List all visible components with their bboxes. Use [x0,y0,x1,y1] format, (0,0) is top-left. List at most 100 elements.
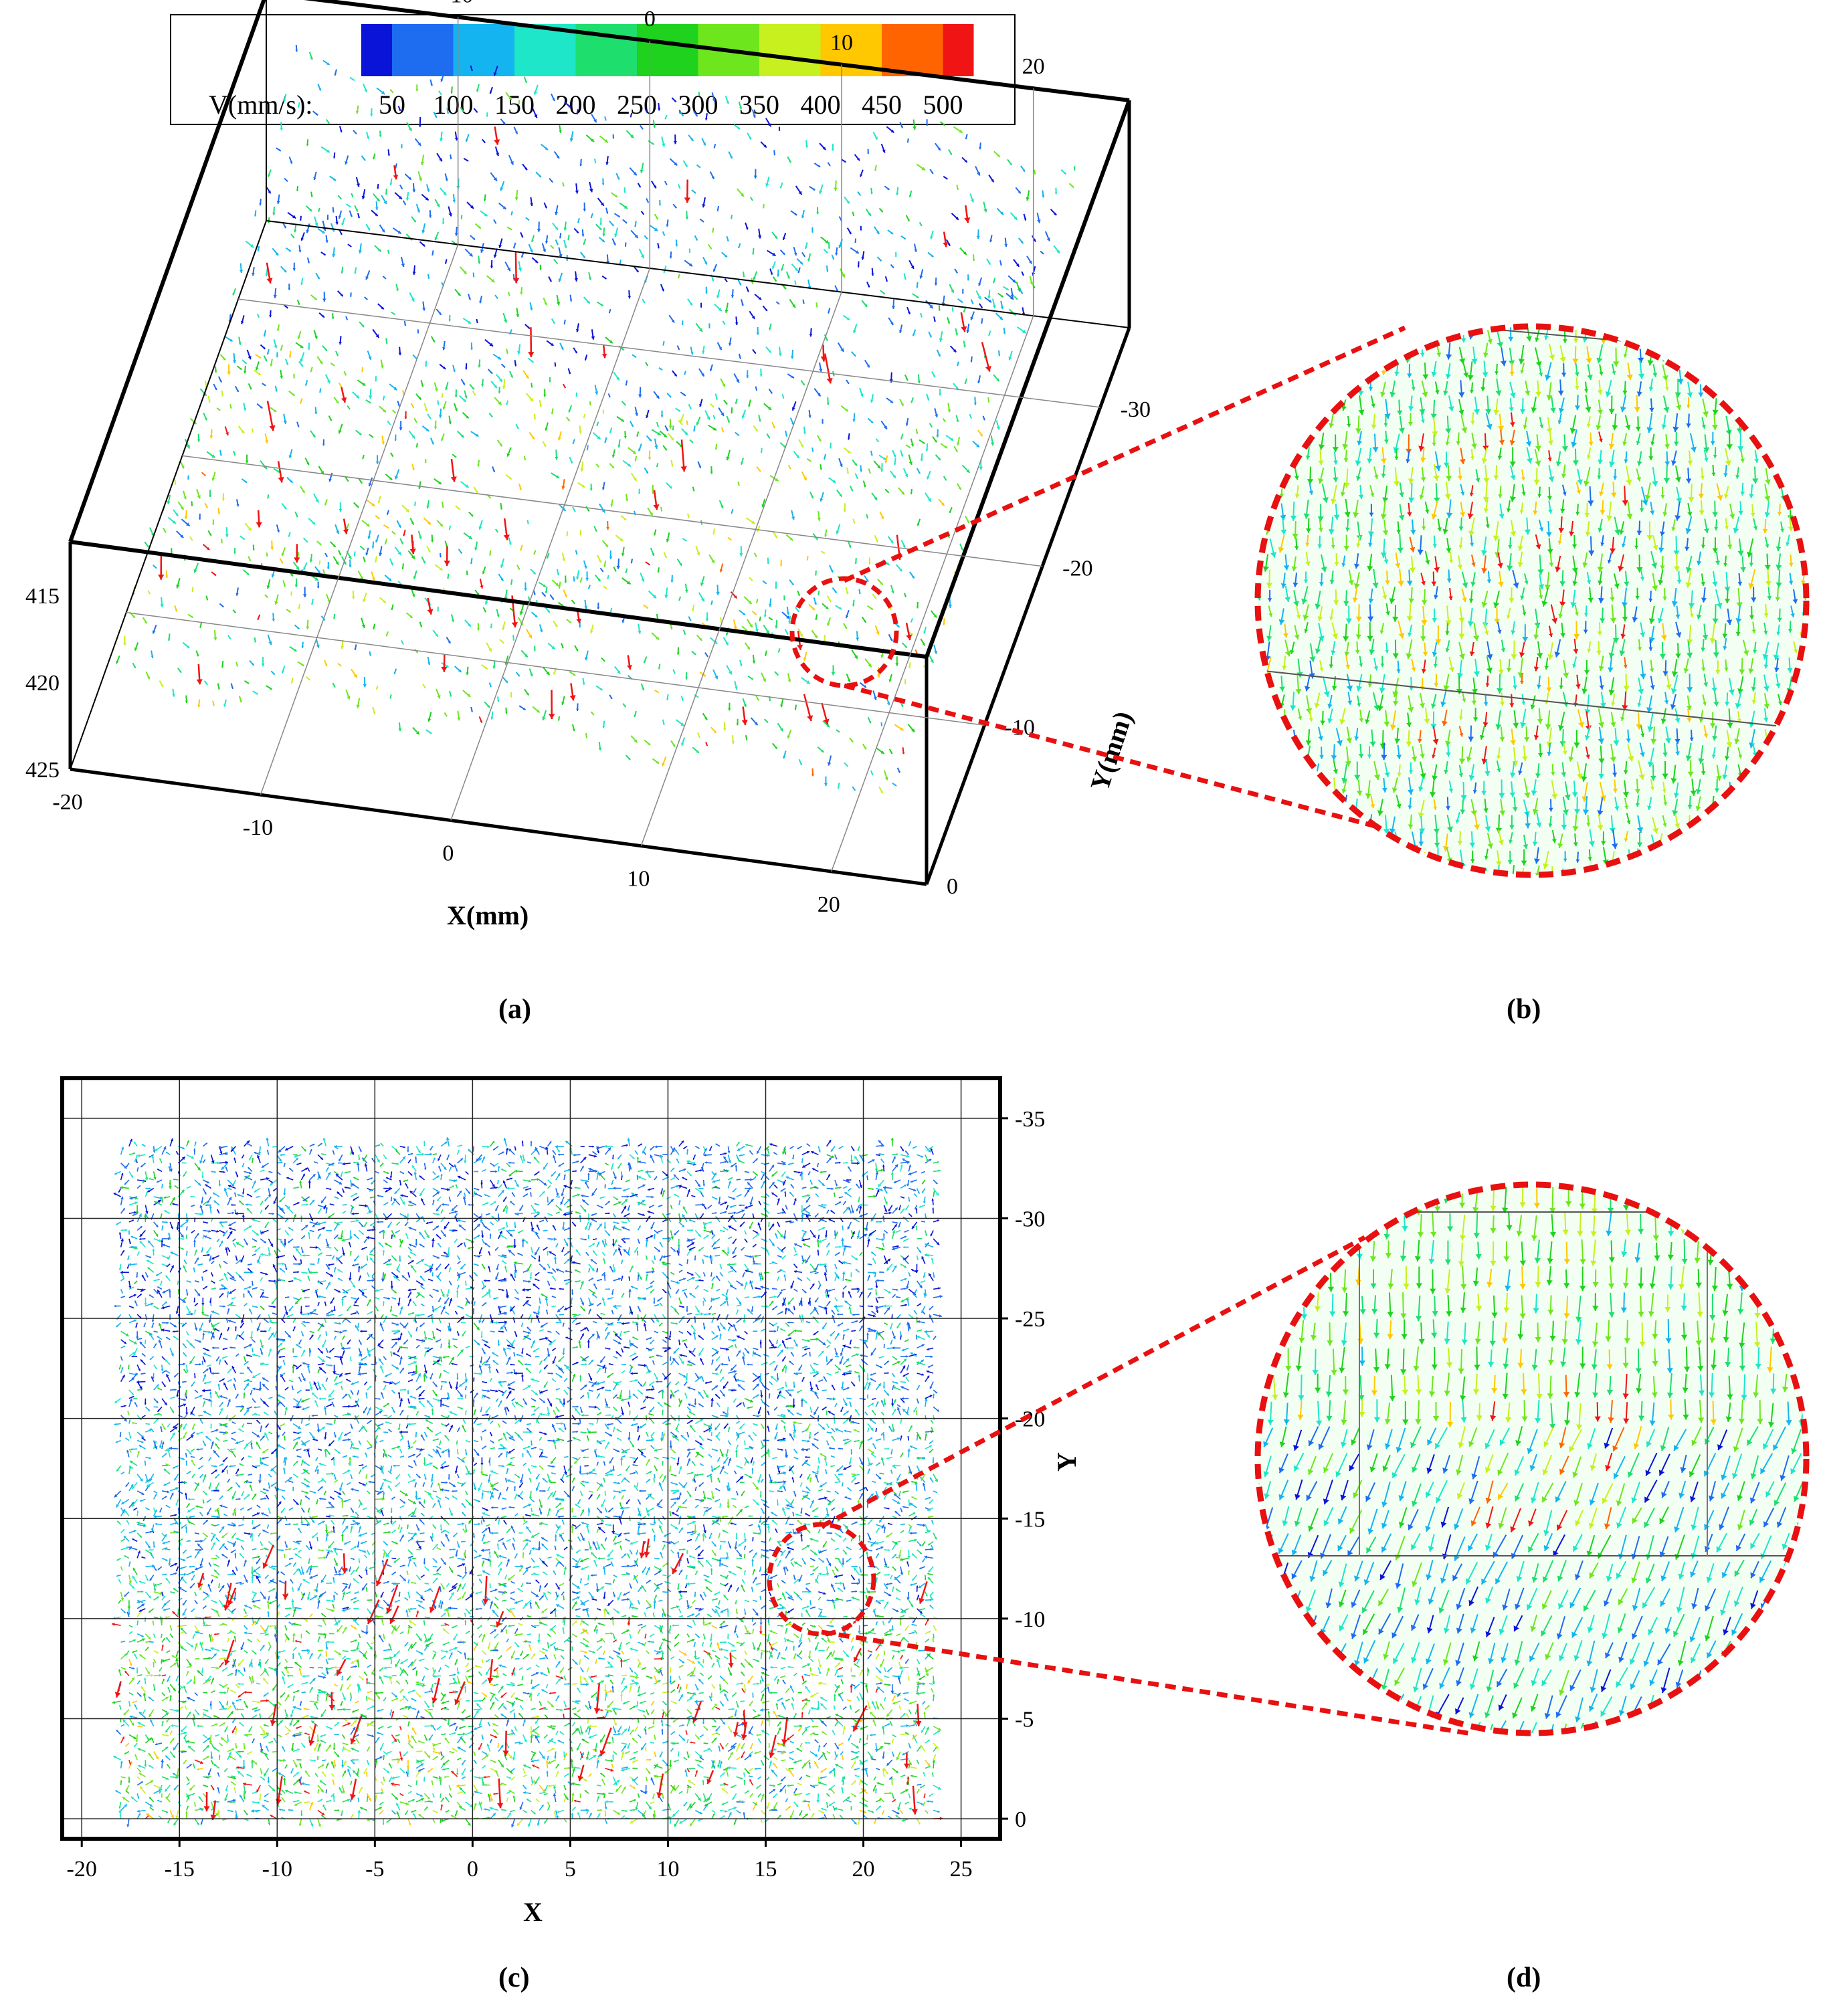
vector-arrowhead [280,375,284,379]
vector-arrowhead [742,612,745,615]
vector-arrowhead [405,508,409,512]
vector-arrowhead [1279,494,1284,498]
vector-arrowhead [432,254,434,256]
vector-arrowhead [674,206,677,209]
vector-arrowhead [906,634,913,640]
vector-arrowhead [964,382,967,384]
vector-arrowhead [1314,702,1320,708]
vector-arrowhead [460,434,464,438]
vector-arrowhead [910,265,915,269]
vector-arrowhead [525,375,529,379]
vector-arrowhead [638,448,642,451]
vector-arrowhead [900,126,903,128]
vector-arrowhead [1356,476,1361,481]
vector-arrowhead [508,542,512,545]
vector-arrow [1382,866,1385,875]
vector-arrowhead [791,407,795,411]
vector-arrow [1422,851,1426,863]
vector-arrowhead [306,626,310,629]
vector-arrowhead [1292,533,1299,539]
vector-arrowhead [632,450,636,454]
vector-arrowhead [1370,804,1375,809]
vector-arrowhead [1357,440,1363,445]
vector-arrowhead [369,654,371,656]
vector-arrowhead [910,492,913,494]
vector-arrow [1357,851,1361,864]
vector-arrowhead [315,499,319,503]
vector-arrow [1256,710,1258,724]
vector-arrowhead [816,306,818,308]
vector-arrowhead [411,594,415,597]
vector-arrowhead [530,249,533,253]
vector-arrowhead [1418,787,1424,792]
vector-arrowhead [504,596,508,600]
vector-arrowhead [377,248,381,252]
vector-arrowhead [236,389,239,393]
vector-arrow [1305,326,1310,338]
vector-arrowhead [297,425,300,427]
vector-arrowhead [1285,369,1290,374]
vector-arrowhead [807,715,813,721]
vector-arrowhead [845,408,848,412]
vector-arrowhead [773,153,776,156]
vector-arrowhead [880,750,884,754]
vector-arrowhead [1016,263,1020,267]
vector-arrowhead [628,296,632,299]
vector-arrowhead [656,395,660,399]
vector-arrowhead [749,136,751,140]
vector-arrowhead [847,679,851,682]
panel-a-toptick: 0 [644,7,656,31]
vector-arrowhead [664,448,667,451]
vector-arrowhead [977,296,981,300]
vector-arrowhead [1389,828,1396,834]
vector-arrowhead [809,460,811,462]
vector-arrowhead [676,652,680,655]
vector-arrowhead [427,662,431,665]
vector-arrowhead [383,399,385,401]
vector-arrowhead [401,567,404,570]
vector-arrowhead [1422,874,1427,875]
vector-arrowhead [272,212,276,215]
vector-arrowhead [941,502,945,506]
vector-arrowhead [336,530,340,534]
vector-arrowhead [229,637,231,639]
vector-arrowhead [938,308,941,311]
vector-arrowhead [906,378,908,381]
vector-arrow [1320,795,1323,808]
vector-arrowhead [767,407,771,410]
vector-arrowhead [336,401,339,404]
vector-arrowhead [369,401,371,403]
vector-arrowhead [505,680,508,683]
vector-arrowhead [970,417,972,419]
vector-arrowhead [673,672,676,674]
vector-arrowhead [624,435,627,439]
vector-arrowhead [685,216,689,219]
vector-arrowhead [1258,754,1260,758]
vector-arrowhead [375,539,379,542]
vector-arrowhead [527,219,530,221]
vector-arrowhead [890,400,893,403]
vector-arrowhead [1307,876,1313,881]
vector-arrowhead [454,408,458,411]
vector-arrowhead [1432,431,1438,437]
vector-arrowhead [1303,513,1310,519]
vector-arrowhead [803,255,805,257]
vector-arrowhead [412,189,416,193]
vector-arrowhead [1327,704,1333,709]
vector-arrowhead [1319,755,1324,759]
vector-arrowhead [563,322,566,325]
vector-arrowhead [134,647,138,651]
vector-arrowhead [543,394,547,397]
vector-arrowhead [1382,530,1389,536]
vector-arrowhead [624,403,626,406]
vector-arrowhead [332,254,336,258]
vector-arrowhead [1319,803,1324,808]
vector-arrowhead [798,191,802,195]
panel-a-ytick: 0 [947,874,958,899]
vector-arrowhead [922,642,925,646]
vector-arrowhead [1389,724,1396,730]
vector-arrowhead [358,216,360,219]
vector-arrowhead [658,667,660,670]
vector-arrowhead [1408,406,1414,411]
vector-arrowhead [921,167,926,171]
